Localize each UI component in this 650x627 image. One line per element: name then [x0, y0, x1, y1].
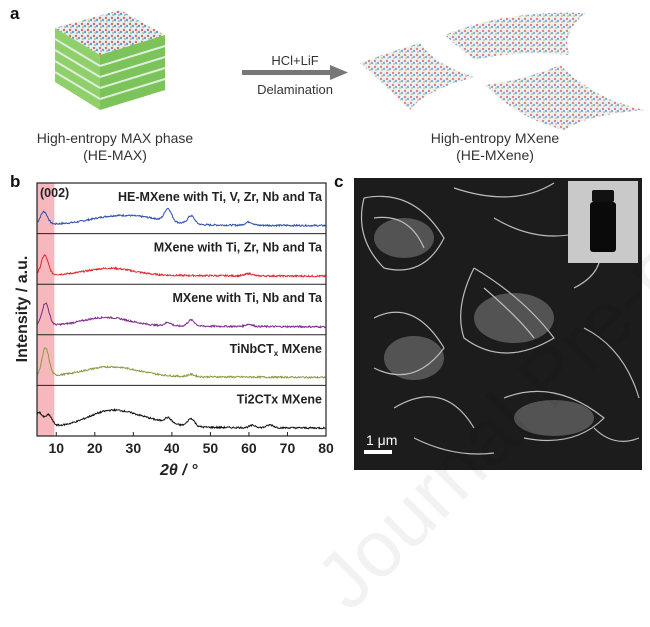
x-tick-label: 60 — [241, 440, 257, 456]
caption-line: (HE-MXene) — [456, 147, 534, 163]
x-tick-label: 70 — [280, 440, 296, 456]
panel-a-label: a — [10, 4, 20, 23]
plot-frame — [36, 182, 327, 437]
xrd-chart: HE-MXene with Ti, V, Zr, Nb and Ta MXene … — [36, 182, 334, 456]
xrd-trace-0 — [36, 207, 326, 228]
vial-inset — [568, 181, 638, 263]
arrow-top-label: HCl+LiF — [271, 53, 319, 68]
x-axis-label: 2θ / ° — [160, 462, 198, 479]
max-phase-stack-illustration — [54, 10, 166, 110]
band-label: (002) — [40, 186, 69, 200]
caption-line: High-entropy MXene — [430, 130, 560, 146]
xrd-trace-4 — [36, 407, 326, 430]
he-mxene-caption: High-entropy MXene (HE-MXene) — [395, 130, 595, 164]
xrd-trace-1 — [36, 254, 326, 278]
sem-image — [354, 178, 642, 470]
series-label: TiNbCTx MXene — [230, 342, 322, 358]
caption-line: High-entropy MAX phase — [36, 130, 194, 146]
x-tick-label: 10 — [48, 440, 64, 456]
mxene-sheets-illustration — [360, 12, 645, 130]
panel-b-label: b — [10, 172, 21, 191]
series-label: MXene with Ti, Zr, Nb and Ta — [154, 241, 323, 255]
x-tick-label: 40 — [164, 440, 180, 456]
x-tick-label: 30 — [126, 440, 142, 456]
arrow-bottom-label: Delamination — [257, 82, 333, 97]
he-max-caption: High-entropy MAX phase (HE-MAX) — [20, 130, 210, 164]
xrd-trace-2 — [36, 302, 326, 329]
series-label: HE-MXene with Ti, V, Zr, Nb and Ta — [118, 190, 323, 204]
x-tick-label: 50 — [203, 440, 219, 456]
caption-line: (HE-MAX) — [83, 147, 147, 163]
arrow-icon — [242, 65, 348, 80]
002-highlight-band — [37, 183, 55, 436]
x-tick-label: 80 — [318, 440, 334, 456]
scale-bar-label: 1 μm — [366, 432, 398, 448]
scale-bar — [364, 450, 392, 454]
series-label: MXene with Ti, Nb and Ta — [172, 291, 323, 305]
series-label: Ti2CTx MXene — [237, 392, 322, 406]
panel-c-label: c — [334, 172, 344, 191]
x-tick-label: 20 — [87, 440, 103, 456]
xrd-trace-3 — [36, 347, 326, 380]
